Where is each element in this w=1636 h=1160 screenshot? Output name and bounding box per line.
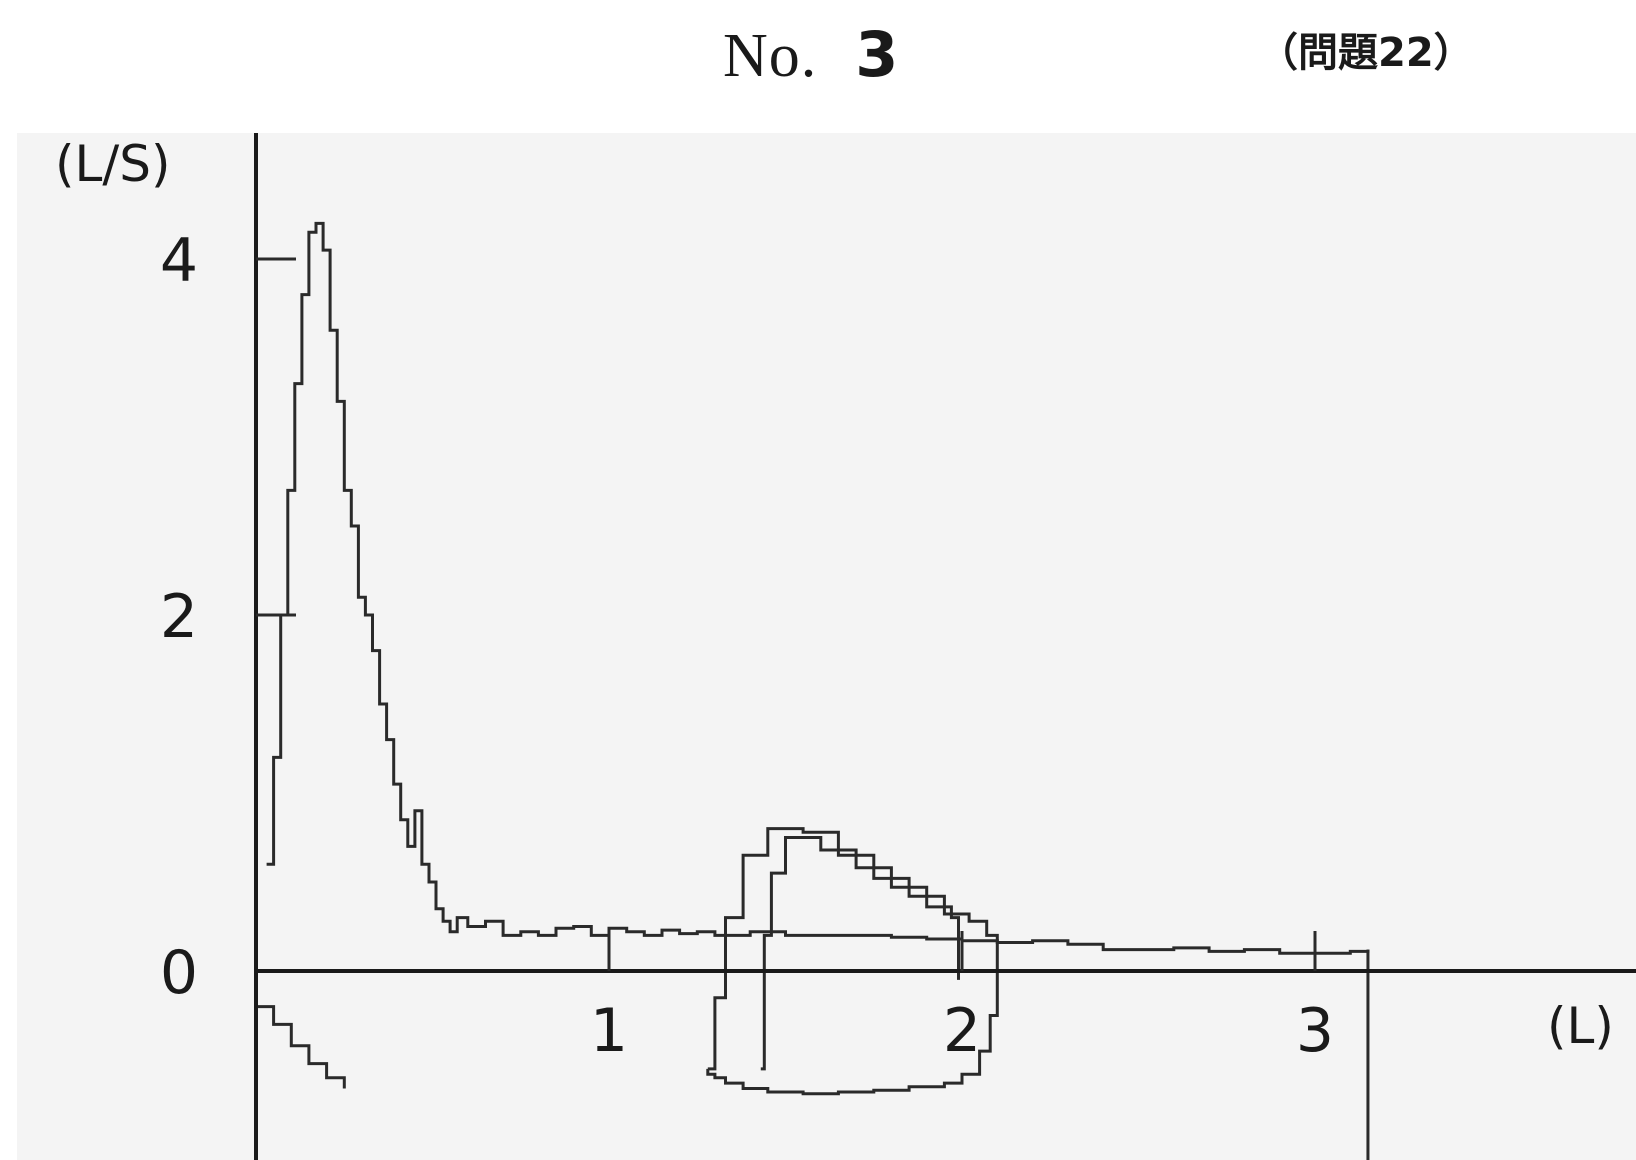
x-tick-label: 3 bbox=[1296, 996, 1334, 1066]
x-ticks: 1 2 3 bbox=[590, 931, 1334, 1066]
x-tick-label: 1 bbox=[590, 996, 628, 1066]
y-tick-label: 2 bbox=[160, 582, 198, 652]
y-tick-label: 4 bbox=[160, 226, 198, 296]
chart-panel: 4 2 0 1 2 3 (L/S) (L) bbox=[17, 133, 1636, 1160]
flow-volume-curve-4 bbox=[256, 1005, 346, 1089]
y-ticks: 4 2 0 bbox=[160, 226, 296, 1008]
page-number: 3 bbox=[855, 18, 900, 91]
problem-reference: （問題22） bbox=[1258, 30, 1474, 76]
flow-volume-curve-2 bbox=[706, 827, 999, 1096]
page-title: No. 3 bbox=[723, 18, 899, 92]
y-tick-label: 0 bbox=[160, 938, 198, 1008]
title-label: No. bbox=[723, 22, 818, 90]
flow-volume-curve-3 bbox=[760, 836, 960, 1071]
flow-volume-curve-1 bbox=[266, 221, 1370, 955]
y-axis-label: (L/S) bbox=[55, 135, 170, 193]
x-tick-label: 2 bbox=[943, 996, 981, 1066]
x-axis-label: (L) bbox=[1547, 997, 1614, 1055]
curves-layer bbox=[256, 221, 1370, 1160]
flow-volume-chart: 4 2 0 1 2 3 (L/S) (L) bbox=[55, 133, 1636, 1160]
